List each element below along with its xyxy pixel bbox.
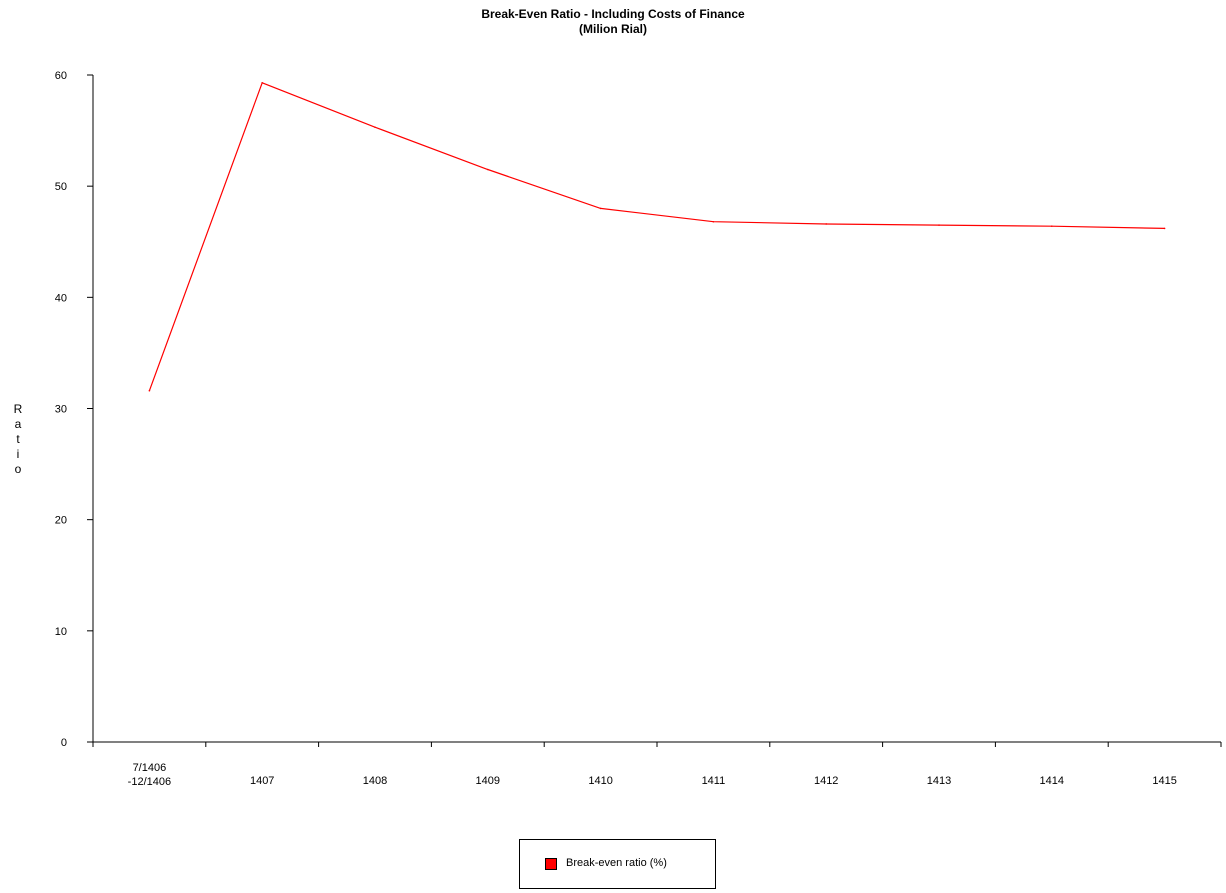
data-point (825, 223, 827, 225)
y-tick-label: 40 (55, 292, 67, 304)
x-tick-label: 1412 (814, 775, 838, 787)
y-tick-label: 0 (61, 737, 67, 749)
data-point (938, 224, 940, 226)
chart-title: Break-Even Ratio - Including Costs of Fi… (481, 7, 745, 21)
axes (92, 75, 1221, 743)
y-ticks: 0 10 20 30 40 50 60 (55, 70, 93, 749)
data-point (148, 389, 151, 392)
x-tick-label: 1409 (476, 775, 500, 787)
x-tick-label: 1414 (1040, 775, 1064, 787)
legend: Break-even ratio (%) (519, 839, 716, 889)
y-tick-label: 60 (55, 70, 67, 82)
legend-label: Break-even ratio (%) (566, 857, 667, 869)
data-point (487, 168, 489, 171)
data-point (374, 126, 376, 129)
x-tick-label: 1415 (1152, 775, 1176, 787)
series-line-0 (148, 82, 1165, 391)
x-ticks: 7/1406 -12/1406 1407 1408 1409 1410 1411 1412 14… (92, 742, 1222, 788)
data-point (712, 220, 715, 223)
data-point (261, 81, 264, 84)
x-tick-label: 7/1406 -12/1406 (128, 762, 171, 788)
y-tick-label: 20 (55, 515, 67, 527)
y-tick-label: 30 (55, 404, 67, 416)
legend-swatch (545, 858, 557, 870)
data-point (1051, 225, 1053, 227)
x-tick-label: 1407 (250, 775, 274, 787)
data-point (1163, 227, 1166, 230)
data-point (599, 207, 602, 210)
x-tick-label: 1410 (588, 775, 612, 787)
x-tick-label: 1413 (927, 775, 951, 787)
y-tick-label: 10 (55, 626, 67, 638)
chart-subtitle: (Milion Rial) (579, 22, 647, 36)
x-tick-label: 1411 (702, 775, 726, 787)
series (148, 81, 1166, 392)
x-tick-label: 1408 (363, 775, 387, 787)
y-tick-label: 50 (55, 181, 67, 193)
